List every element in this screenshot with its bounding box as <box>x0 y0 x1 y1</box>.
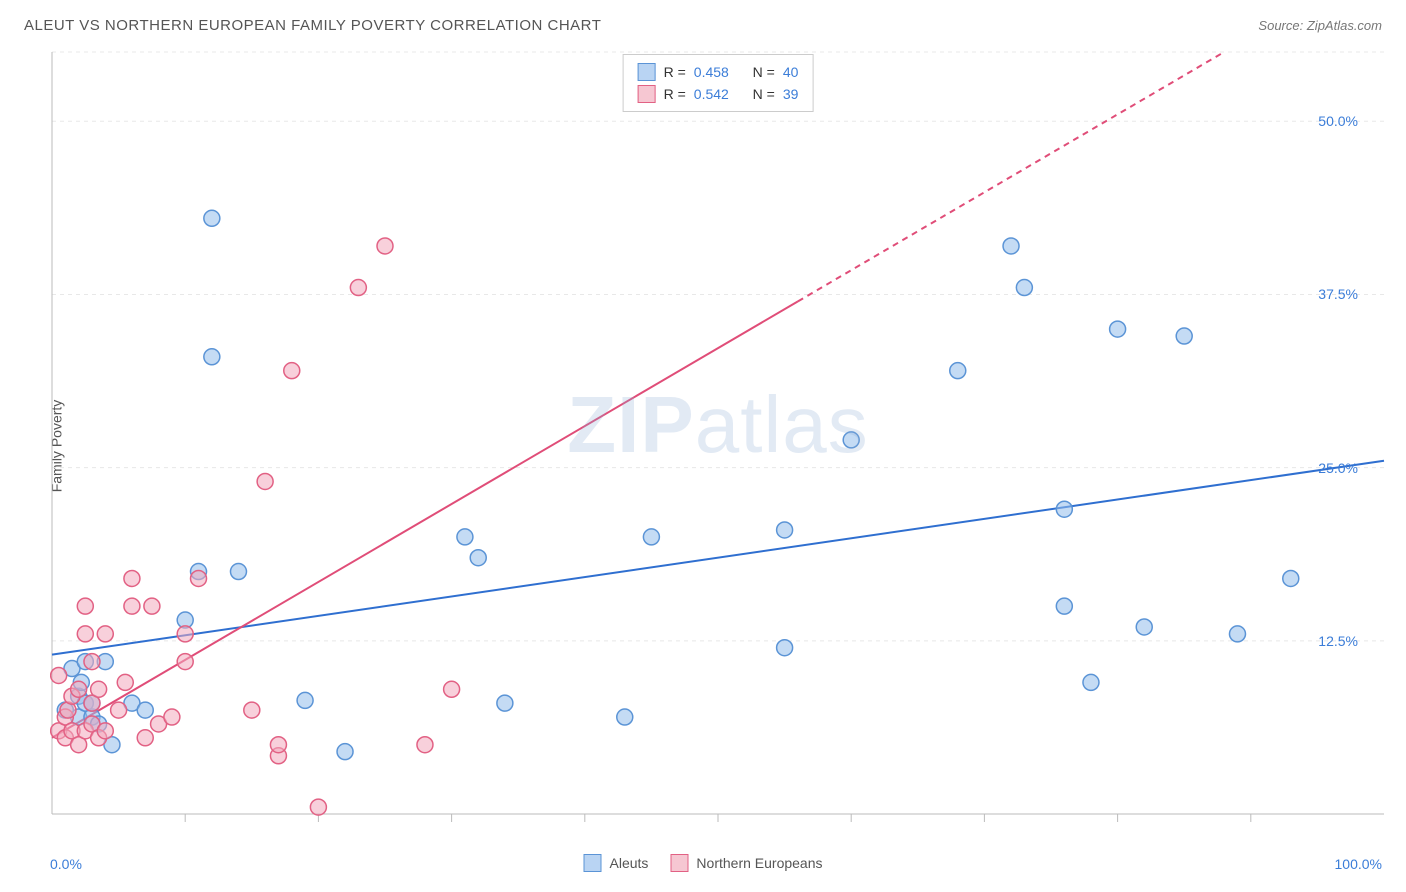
r-label: R = <box>664 83 686 105</box>
swatch-neuro <box>638 85 656 103</box>
y-axis-tick-label: 50.0% <box>1318 113 1358 129</box>
r-label: R = <box>664 61 686 83</box>
r-value-neuro: 0.542 <box>694 83 729 105</box>
source-name: ZipAtlas.com <box>1307 18 1382 33</box>
x-axis-max-label: 100.0% <box>1335 856 1382 872</box>
legend-stats-row-aleut: R = 0.458 N = 40 <box>638 61 799 83</box>
y-axis-tick-label: 25.0% <box>1318 460 1358 476</box>
title-row: ALEUT VS NORTHERN EUROPEAN FAMILY POVERT… <box>0 0 1406 40</box>
legend-stats-row-neuro: R = 0.542 N = 39 <box>638 83 799 105</box>
n-value-neuro: 39 <box>783 83 799 105</box>
legend-series: Aleuts Northern Europeans <box>584 854 823 872</box>
chart-title: ALEUT VS NORTHERN EUROPEAN FAMILY POVERT… <box>24 17 601 34</box>
n-value-aleut: 40 <box>783 61 799 83</box>
legend-label-neuro: Northern Europeans <box>696 855 822 871</box>
legend-item-aleut: Aleuts <box>584 854 649 872</box>
swatch-aleut <box>638 63 656 81</box>
r-value-aleut: 0.458 <box>694 61 729 83</box>
legend-stats: R = 0.458 N = 40 R = 0.542 N = 39 <box>623 54 814 112</box>
y-axis-tick-label: 12.5% <box>1318 633 1358 649</box>
x-axis-min-label: 0.0% <box>50 856 82 872</box>
legend-label-aleut: Aleuts <box>610 855 649 871</box>
chart-container: ALEUT VS NORTHERN EUROPEAN FAMILY POVERT… <box>0 0 1406 892</box>
plot-area: ZIPatlas R = 0.458 N = 40 R = 0.542 N = … <box>50 50 1386 832</box>
legend-item-neuro: Northern Europeans <box>670 854 822 872</box>
n-label: N = <box>753 83 775 105</box>
y-axis-tick-label: 37.5% <box>1318 286 1358 302</box>
swatch-aleut-bottom <box>584 854 602 872</box>
source-attribution: Source: ZipAtlas.com <box>1258 18 1382 33</box>
scatter-plot-svg <box>50 50 1386 832</box>
source-label: Source: <box>1258 18 1303 33</box>
swatch-neuro-bottom <box>670 854 688 872</box>
n-label: N = <box>753 61 775 83</box>
